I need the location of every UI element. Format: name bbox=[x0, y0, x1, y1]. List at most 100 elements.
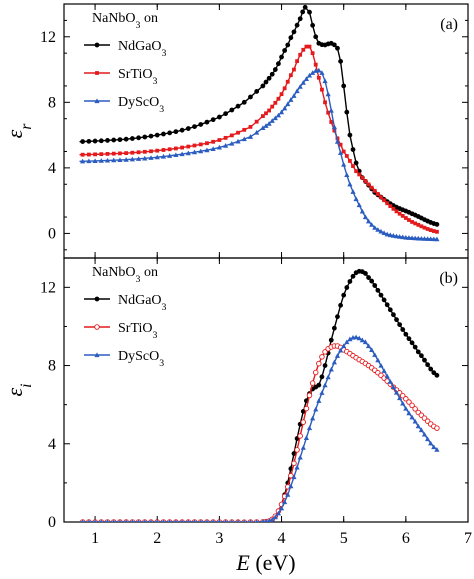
data-point-b-ndgao3 bbox=[363, 271, 368, 276]
data-point-a-ndgao3 bbox=[98, 138, 104, 144]
data-point-b-ndgao3 bbox=[381, 297, 387, 303]
data-point-a-srtio3 bbox=[428, 228, 433, 232]
data-point-b-dysco3 bbox=[269, 516, 275, 522]
data-point-a-dysco3 bbox=[390, 233, 397, 238]
data-point-b-dysco3 bbox=[412, 418, 418, 424]
x-tick-label-b: 6 bbox=[402, 530, 410, 547]
data-point-b-dysco3 bbox=[325, 374, 331, 380]
data-point-b-srtio3 bbox=[300, 419, 307, 425]
legend-title-b: NaNbO3 on bbox=[92, 265, 158, 285]
data-point-b-dysco3 bbox=[316, 398, 322, 403]
data-point-a-ndgao3 bbox=[434, 222, 440, 227]
data-point-a-srtio3 bbox=[326, 110, 331, 115]
data-point-a-ndgao3 bbox=[302, 4, 308, 10]
data-point-a-srtio3 bbox=[111, 151, 116, 156]
data-point-b-dysco3 bbox=[334, 353, 341, 358]
data-point-a-dysco3 bbox=[325, 91, 331, 97]
x-tick-label-b: 3 bbox=[215, 530, 223, 547]
data-point-a-ndgao3 bbox=[353, 160, 359, 166]
data-point-a-dysco3 bbox=[92, 158, 98, 164]
data-point-a-ndgao3 bbox=[86, 138, 92, 144]
data-point-a-dysco3 bbox=[337, 150, 344, 155]
data-point-b-srtio3 bbox=[322, 349, 328, 355]
data-point-a-dysco3 bbox=[387, 232, 393, 238]
data-point-b-ndgao3 bbox=[372, 283, 378, 288]
data-point-a-srtio3 bbox=[180, 145, 184, 150]
data-point-a-srtio3 bbox=[354, 169, 359, 174]
data-point-b-dysco3 bbox=[205, 519, 209, 522]
data-point-b-srtio3 bbox=[316, 360, 322, 367]
data-point-b-ndgao3 bbox=[347, 279, 353, 284]
data-point-a-ndgao3 bbox=[335, 45, 340, 51]
data-point-b-dysco3 bbox=[356, 335, 362, 341]
data-point-a-dysco3 bbox=[341, 161, 347, 167]
data-point-a-srtio3 bbox=[292, 67, 296, 72]
x-tick-label-b: 5 bbox=[340, 530, 348, 547]
data-point-b-dysco3 bbox=[428, 440, 434, 446]
data-point-b-dysco3 bbox=[369, 347, 375, 352]
data-point-b-dysco3 bbox=[375, 357, 381, 363]
data-point-a-dysco3 bbox=[229, 140, 235, 146]
data-point-b-srtio3 bbox=[412, 406, 418, 412]
data-point-a-ndgao3 bbox=[260, 83, 266, 89]
data-point-a-srtio3 bbox=[310, 51, 315, 56]
data-point-b-srtio3 bbox=[291, 460, 297, 467]
data-point-a-dysco3 bbox=[378, 228, 384, 234]
data-point-a-dysco3 bbox=[263, 123, 269, 128]
x-axis-label: E (eV) bbox=[235, 550, 295, 575]
data-point-b-dysco3 bbox=[425, 436, 431, 442]
data-point-b-dysco3 bbox=[322, 382, 328, 388]
data-point-a-srtio3 bbox=[338, 142, 343, 147]
data-point-a-dysco3 bbox=[204, 147, 210, 153]
data-point-a-srtio3 bbox=[372, 188, 377, 193]
data-point-b-dysco3 bbox=[143, 519, 147, 522]
data-point-b-srtio3 bbox=[319, 354, 325, 360]
data-point-a-ndgao3 bbox=[276, 61, 281, 67]
data-point-a-srtio3 bbox=[288, 73, 293, 78]
data-point-b-ndgao3 bbox=[344, 285, 350, 290]
data-point-a-dysco3 bbox=[365, 218, 372, 224]
data-point-b-dysco3 bbox=[403, 405, 409, 411]
data-point-a-dysco3 bbox=[104, 157, 111, 163]
data-point-a-ndgao3 bbox=[307, 9, 312, 15]
data-point-a-ndgao3 bbox=[266, 75, 272, 81]
data-point-a-srtio3 bbox=[391, 206, 396, 211]
data-point-b-dysco3 bbox=[397, 395, 403, 401]
data-point-a-dysco3 bbox=[86, 158, 92, 164]
data-point-a-dysco3 bbox=[98, 158, 104, 163]
y-tick-label-a: 0 bbox=[48, 225, 56, 242]
data-point-a-dysco3 bbox=[160, 153, 167, 159]
data-point-a-dysco3 bbox=[322, 78, 328, 84]
data-point-a-ndgao3 bbox=[254, 89, 260, 94]
data-point-a-srtio3 bbox=[279, 92, 284, 97]
data-point-a-ndgao3 bbox=[310, 22, 316, 28]
data-point-b-ndgao3 bbox=[434, 372, 440, 378]
data-point-b-dysco3 bbox=[99, 519, 103, 522]
data-point-b-dysco3 bbox=[344, 339, 350, 345]
data-point-a-ndgao3 bbox=[142, 134, 148, 140]
data-point-a-srtio3 bbox=[435, 229, 439, 234]
y-axis-label-a: εr bbox=[2, 123, 35, 139]
data-point-b-dysco3 bbox=[155, 519, 159, 522]
data-point-a-dysco3 bbox=[303, 76, 309, 81]
data-point-b-ndgao3 bbox=[375, 287, 381, 293]
data-point-b-dysco3 bbox=[242, 519, 246, 522]
data-point-a-dysco3 bbox=[123, 157, 129, 162]
legend-marker-b-srtio3 bbox=[94, 324, 100, 330]
data-point-b-dysco3 bbox=[118, 519, 122, 522]
data-point-b-ndgao3 bbox=[350, 273, 356, 279]
data-point-a-dysco3 bbox=[272, 115, 278, 121]
data-point-a-srtio3 bbox=[130, 150, 135, 155]
series-line-b-dysco3 bbox=[79, 336, 438, 522]
data-point-b-srtio3 bbox=[309, 380, 316, 386]
data-point-a-dysco3 bbox=[254, 129, 260, 135]
data-point-b-dysco3 bbox=[112, 519, 116, 522]
data-point-a-dysco3 bbox=[310, 70, 316, 75]
data-point-b-dysco3 bbox=[331, 359, 337, 365]
data-point-b-dysco3 bbox=[149, 519, 153, 522]
data-point-b-dysco3 bbox=[390, 384, 397, 390]
data-point-a-ndgao3 bbox=[154, 132, 160, 138]
data-point-a-dysco3 bbox=[381, 230, 387, 236]
data-point-a-srtio3 bbox=[369, 185, 374, 190]
